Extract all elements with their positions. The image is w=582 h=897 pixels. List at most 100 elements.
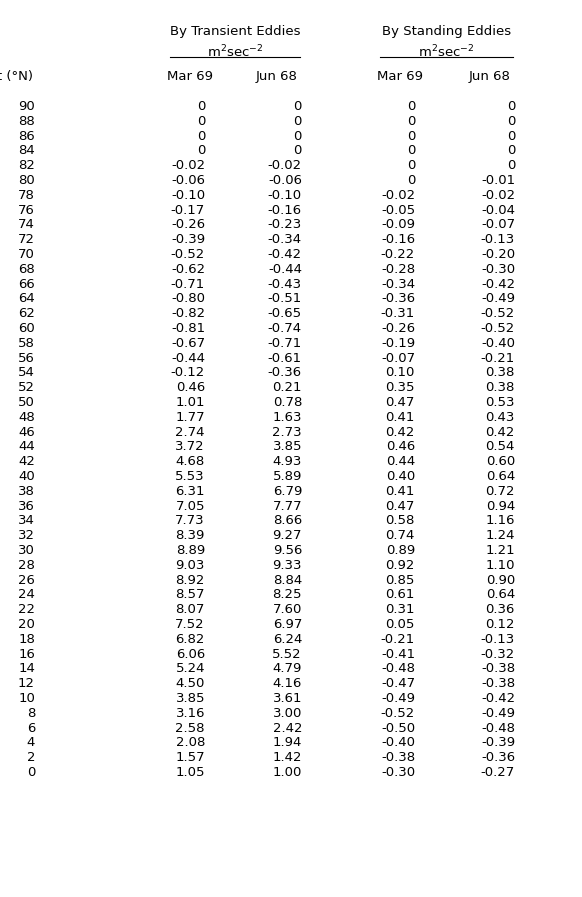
Text: 34: 34 — [18, 514, 35, 527]
Text: 74: 74 — [18, 218, 35, 231]
Text: 2.73: 2.73 — [272, 425, 302, 439]
Text: -0.09: -0.09 — [381, 218, 415, 231]
Text: 9.33: 9.33 — [272, 559, 302, 571]
Text: -0.30: -0.30 — [381, 766, 415, 779]
Text: 8: 8 — [27, 707, 35, 719]
Text: 0: 0 — [294, 144, 302, 157]
Text: -0.39: -0.39 — [481, 736, 515, 749]
Text: 0.92: 0.92 — [386, 559, 415, 571]
Text: 2.08: 2.08 — [176, 736, 205, 749]
Text: 0.60: 0.60 — [486, 455, 515, 468]
Text: -0.02: -0.02 — [481, 188, 515, 202]
Text: -0.05: -0.05 — [381, 204, 415, 216]
Text: 70: 70 — [18, 248, 35, 261]
Text: 0: 0 — [27, 766, 35, 779]
Text: -0.41: -0.41 — [381, 648, 415, 660]
Text: 2.42: 2.42 — [272, 721, 302, 735]
Text: 88: 88 — [18, 115, 35, 127]
Text: 3.85: 3.85 — [272, 440, 302, 453]
Text: -0.12: -0.12 — [171, 366, 205, 379]
Text: 5.53: 5.53 — [175, 470, 205, 483]
Text: 0.43: 0.43 — [485, 411, 515, 423]
Text: 52: 52 — [18, 381, 35, 394]
Text: -0.27: -0.27 — [481, 766, 515, 779]
Text: 2.58: 2.58 — [176, 721, 205, 735]
Text: 0: 0 — [294, 129, 302, 143]
Text: 0.44: 0.44 — [386, 455, 415, 468]
Text: -0.38: -0.38 — [381, 751, 415, 764]
Text: -0.02: -0.02 — [381, 188, 415, 202]
Text: -0.01: -0.01 — [481, 174, 515, 187]
Text: -0.49: -0.49 — [481, 292, 515, 305]
Text: 0: 0 — [197, 100, 205, 113]
Text: 0.41: 0.41 — [386, 411, 415, 423]
Text: 9.56: 9.56 — [272, 544, 302, 557]
Text: 0.54: 0.54 — [485, 440, 515, 453]
Text: -0.71: -0.71 — [171, 277, 205, 291]
Text: 0: 0 — [294, 115, 302, 127]
Text: 50: 50 — [18, 396, 35, 409]
Text: -0.28: -0.28 — [381, 263, 415, 275]
Text: -0.21: -0.21 — [381, 632, 415, 646]
Text: -0.39: -0.39 — [171, 233, 205, 246]
Text: -0.32: -0.32 — [481, 648, 515, 660]
Text: -0.52: -0.52 — [481, 322, 515, 335]
Text: -0.10: -0.10 — [268, 188, 302, 202]
Text: $\mathrm{m^2sec^{-2}}$: $\mathrm{m^2sec^{-2}}$ — [418, 44, 475, 61]
Text: -0.40: -0.40 — [381, 736, 415, 749]
Text: 64: 64 — [18, 292, 35, 305]
Text: -0.80: -0.80 — [171, 292, 205, 305]
Text: 6.79: 6.79 — [272, 484, 302, 498]
Text: -0.44: -0.44 — [171, 352, 205, 364]
Text: 0.61: 0.61 — [386, 588, 415, 601]
Text: 6.97: 6.97 — [272, 618, 302, 631]
Text: 78: 78 — [18, 188, 35, 202]
Text: -0.06: -0.06 — [171, 174, 205, 187]
Text: 0: 0 — [407, 115, 415, 127]
Text: 3.61: 3.61 — [272, 692, 302, 705]
Text: 0.53: 0.53 — [485, 396, 515, 409]
Text: -0.61: -0.61 — [268, 352, 302, 364]
Text: 0: 0 — [294, 100, 302, 113]
Text: 0.94: 0.94 — [486, 500, 515, 512]
Text: 26: 26 — [18, 573, 35, 587]
Text: 0.31: 0.31 — [385, 603, 415, 616]
Text: 3.85: 3.85 — [176, 692, 205, 705]
Text: 0.12: 0.12 — [485, 618, 515, 631]
Text: 30: 30 — [18, 544, 35, 557]
Text: 6.06: 6.06 — [176, 648, 205, 660]
Text: -0.02: -0.02 — [268, 159, 302, 172]
Text: 0: 0 — [407, 159, 415, 172]
Text: 22: 22 — [18, 603, 35, 616]
Text: 0: 0 — [197, 144, 205, 157]
Text: -0.52: -0.52 — [171, 248, 205, 261]
Text: -0.51: -0.51 — [268, 292, 302, 305]
Text: 62: 62 — [18, 307, 35, 320]
Text: 66: 66 — [18, 277, 35, 291]
Text: 56: 56 — [18, 352, 35, 364]
Text: 0: 0 — [407, 100, 415, 113]
Text: 82: 82 — [18, 159, 35, 172]
Text: 3.00: 3.00 — [272, 707, 302, 719]
Text: 20: 20 — [18, 618, 35, 631]
Text: 0.41: 0.41 — [386, 484, 415, 498]
Text: -0.42: -0.42 — [268, 248, 302, 261]
Text: -0.36: -0.36 — [481, 751, 515, 764]
Text: 1.63: 1.63 — [272, 411, 302, 423]
Text: -0.43: -0.43 — [268, 277, 302, 291]
Text: -0.20: -0.20 — [481, 248, 515, 261]
Text: 0.85: 0.85 — [386, 573, 415, 587]
Text: -0.17: -0.17 — [171, 204, 205, 216]
Text: 4.50: 4.50 — [176, 677, 205, 690]
Text: 28: 28 — [18, 559, 35, 571]
Text: 14: 14 — [18, 662, 35, 675]
Text: 42: 42 — [18, 455, 35, 468]
Text: 0: 0 — [506, 159, 515, 172]
Text: lat (°N): lat (°N) — [0, 70, 33, 83]
Text: 5.89: 5.89 — [272, 470, 302, 483]
Text: 6.31: 6.31 — [176, 484, 205, 498]
Text: 8.39: 8.39 — [176, 529, 205, 542]
Text: 0.42: 0.42 — [485, 425, 515, 439]
Text: -0.71: -0.71 — [268, 336, 302, 350]
Text: 1.42: 1.42 — [272, 751, 302, 764]
